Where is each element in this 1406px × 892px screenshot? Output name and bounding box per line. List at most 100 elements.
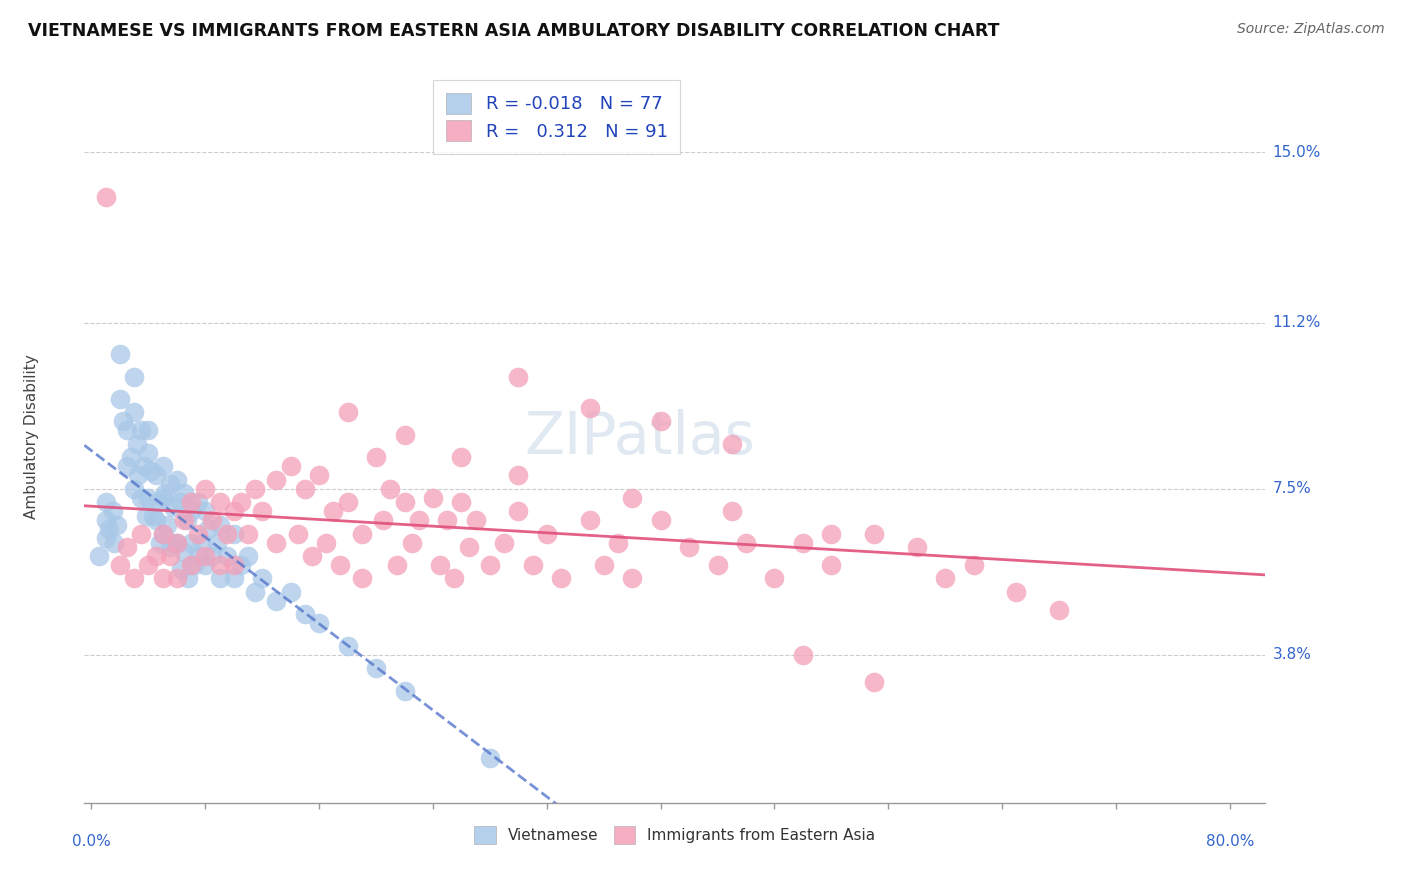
Point (166, 535, 188, 549)
Point (162, 500, 184, 514)
Point (280, 459, 302, 474)
Point (108, 347, 131, 361)
Point (450, 495, 472, 509)
Point (176, 513, 198, 527)
Point (963, 558, 986, 572)
Point (194, 482, 217, 496)
Point (863, 674, 886, 689)
Point (266, 473, 288, 487)
Point (536, 526, 558, 541)
Point (152, 526, 174, 541)
Point (394, 427, 416, 442)
Point (122, 405, 145, 419)
Point (197, 522, 219, 536)
Point (236, 549, 259, 563)
Point (294, 482, 316, 496)
Point (578, 513, 600, 527)
Point (103, 535, 125, 549)
Point (1047, 603, 1070, 617)
Point (108, 392, 131, 406)
Point (141, 464, 163, 478)
Point (508, 468, 530, 483)
Point (201, 549, 224, 563)
Point (408, 513, 430, 527)
Point (308, 616, 330, 631)
Point (322, 504, 344, 518)
Point (145, 549, 167, 563)
Point (336, 405, 359, 419)
Point (905, 540, 928, 554)
Point (138, 446, 160, 460)
Point (301, 549, 323, 563)
Point (173, 486, 195, 500)
Point (159, 540, 181, 554)
Point (108, 558, 131, 572)
Point (101, 504, 124, 518)
Point (155, 486, 177, 500)
Point (621, 491, 644, 505)
Point (1005, 585, 1028, 599)
Point (152, 526, 174, 541)
Point (364, 661, 387, 675)
Point (170, 562, 193, 576)
Point (201, 513, 224, 527)
Point (94, 531, 117, 545)
Point (169, 495, 191, 509)
Point (706, 558, 728, 572)
Point (194, 504, 217, 518)
Point (621, 571, 644, 585)
Point (329, 558, 352, 572)
Point (429, 558, 451, 572)
Point (243, 585, 266, 599)
Point (125, 437, 148, 451)
Point (159, 477, 181, 491)
Point (350, 526, 373, 541)
Point (457, 540, 479, 554)
Point (191, 535, 214, 549)
Point (152, 571, 174, 585)
Text: 0.0%: 0.0% (72, 834, 111, 849)
Point (229, 495, 252, 509)
Point (222, 558, 245, 572)
Point (252, 504, 274, 518)
Point (173, 513, 195, 527)
Point (222, 571, 245, 585)
Point (934, 571, 956, 585)
Point (592, 558, 614, 572)
Point (205, 535, 228, 549)
Point (135, 508, 157, 523)
Point (111, 414, 134, 428)
Point (792, 648, 814, 662)
Point (166, 535, 188, 549)
Point (350, 571, 373, 585)
Point (208, 558, 231, 572)
Point (508, 504, 530, 518)
Text: 15.0%: 15.0% (1272, 145, 1320, 160)
Point (820, 558, 842, 572)
Text: 80.0%: 80.0% (1205, 834, 1254, 849)
Text: Ambulatory Disability: Ambulatory Disability (24, 355, 39, 519)
Point (94, 513, 117, 527)
Point (380, 482, 402, 496)
Point (820, 526, 842, 541)
Point (87, 549, 110, 563)
Point (720, 437, 742, 451)
Point (173, 544, 195, 558)
Point (180, 558, 202, 572)
Point (163, 535, 186, 549)
Point (156, 517, 179, 532)
Point (180, 504, 202, 518)
Point (364, 450, 387, 465)
Point (115, 459, 138, 474)
Point (94, 495, 117, 509)
Point (336, 639, 359, 653)
Point (122, 571, 145, 585)
Point (187, 549, 209, 563)
Point (142, 508, 165, 523)
Point (478, 558, 501, 572)
Point (120, 450, 142, 465)
Point (149, 535, 172, 549)
Text: 11.2%: 11.2% (1272, 315, 1320, 330)
Point (166, 473, 188, 487)
Point (152, 459, 174, 474)
